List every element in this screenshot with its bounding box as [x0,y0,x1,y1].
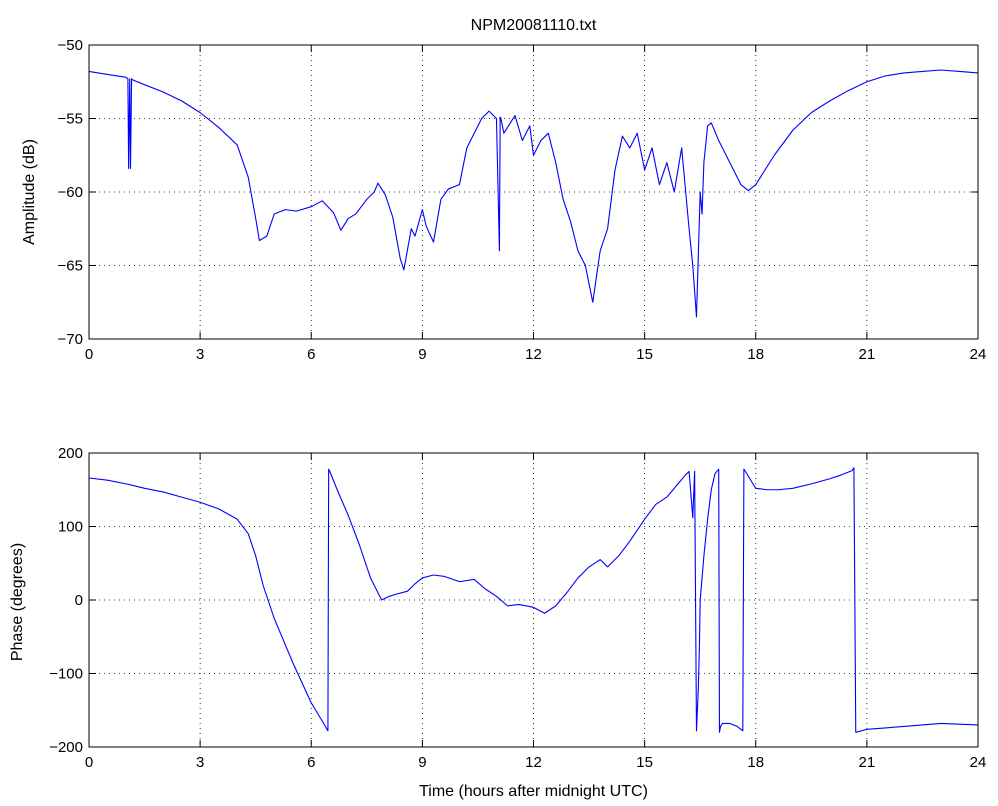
phase-x-tick-label: 21 [859,754,876,771]
phase-x-tick-label: 15 [636,754,653,771]
phase-y-axis-label: Phase (degrees) [9,543,26,661]
amplitude-plot: Amplitude (dB) 0 3 6 9 12 15 18 21 24 −70 −65 −60 −5… [21,37,986,363]
phase-series-line [88,467,979,733]
phase-x-axis-label: Time (hours after midnight UTC) [419,783,648,800]
phase-x-tick-label: 18 [747,754,764,771]
amplitude-y-tick-label: −50 [58,37,83,54]
phase-y-tick-label: −200 [49,739,83,756]
amplitude-x-tick-label: 12 [525,346,542,363]
phase-y-tick-label: 100 [58,519,83,536]
phase-x-tick-label: 6 [307,754,315,771]
amplitude-x-tick-label: 15 [636,346,653,363]
phase-plot: Phase (degrees) Time (hours after midnig… [9,445,986,800]
phase-x-tick-label: 24 [970,754,987,771]
phase-y-tick-label: −100 [49,666,83,683]
phase-y-tick-label: 0 [75,592,83,609]
amplitude-y-tick-label: −65 [58,258,83,275]
figure-title: NPM20081110.txt [471,17,597,34]
amplitude-x-tick-label: 18 [747,346,764,363]
phase-x-tick-label: 9 [418,754,426,771]
amplitude-x-tick-label: 6 [307,346,315,363]
amplitude-series-line [88,69,979,318]
amplitude-y-axis-label: Amplitude (dB) [21,139,38,245]
amplitude-x-tick-label: 9 [418,346,426,363]
amplitude-x-tick-label: 0 [85,346,93,363]
phase-x-tick-label: 12 [525,754,542,771]
phase-x-tick-label: 0 [85,754,93,771]
phase-x-tick-label: 3 [196,754,204,771]
phase-y-tick-label: 200 [58,445,83,462]
amplitude-y-tick-label: −60 [58,184,83,201]
amplitude-y-tick-label: −55 [58,111,83,128]
amplitude-x-tick-label: 21 [859,346,876,363]
amplitude-y-tick-label: −70 [58,331,83,348]
amplitude-x-tick-label: 3 [196,346,204,363]
amplitude-x-tick-label: 24 [970,346,987,363]
